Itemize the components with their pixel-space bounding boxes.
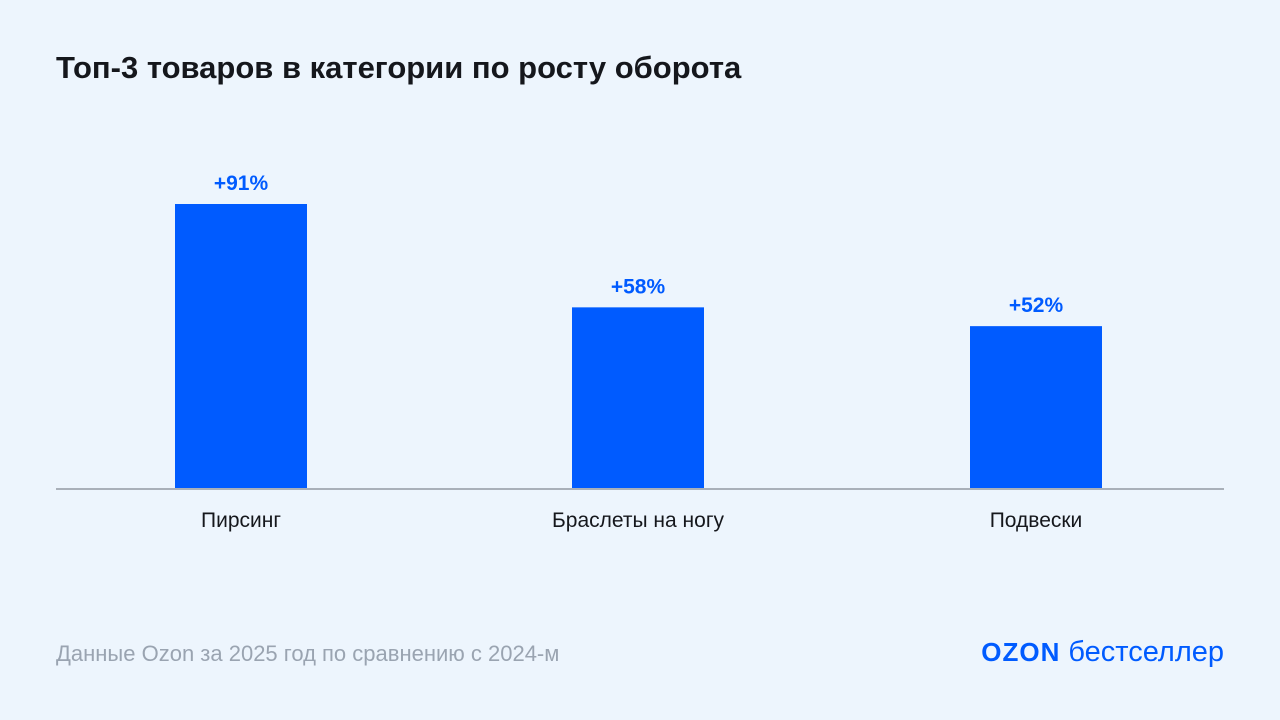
- bar: [970, 326, 1102, 489]
- logo-text: бестселлер: [1068, 636, 1224, 668]
- category-label: Пирсинг: [201, 509, 281, 532]
- data-label: +58%: [611, 275, 666, 298]
- category-label: Подвески: [990, 509, 1083, 532]
- ozon-bestseller-logo: OZON бестселлер: [981, 636, 1224, 669]
- footer-note: Данные Ozon за 2025 год по сравнению с 2…: [56, 641, 560, 666]
- chart-title: Топ-3 товаров в категории по росту оборо…: [56, 50, 742, 85]
- category-label: Браслеты на ногу: [552, 509, 724, 532]
- logo-brand: OZON: [981, 637, 1061, 667]
- bar: [572, 307, 704, 489]
- data-label: +91%: [214, 172, 269, 195]
- data-label: +52%: [1009, 294, 1064, 317]
- bar: [175, 204, 307, 489]
